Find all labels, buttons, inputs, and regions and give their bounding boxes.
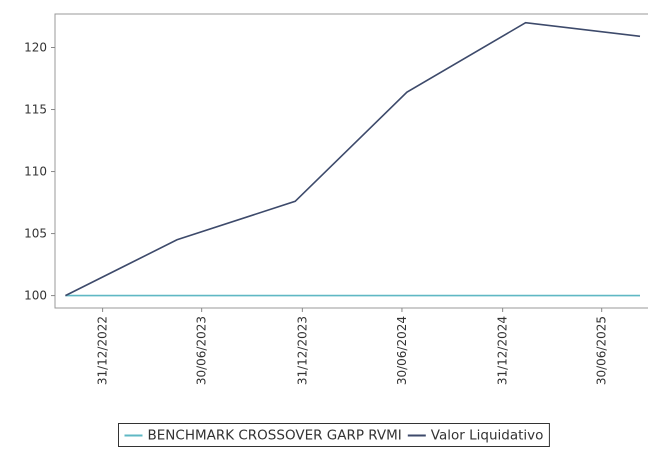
legend-box (118, 423, 550, 447)
y-tick-label: 105 (24, 227, 47, 241)
x-tick-label: 31/12/2024 (496, 316, 510, 385)
x-tick-label: 30/06/2025 (595, 316, 609, 385)
y-tick-label: 120 (24, 40, 47, 54)
y-tick-label: 110 (24, 165, 47, 179)
x-tick-label: 30/06/2023 (195, 316, 209, 385)
y-tick-label: 115 (24, 103, 47, 117)
legend-label: BENCHMARK CROSSOVER GARP RVMI (148, 428, 402, 444)
x-tick-label: 31/12/2022 (96, 316, 110, 385)
series-line (65, 21, 641, 297)
legend-label: Valor Liquidativo (431, 428, 544, 444)
legend: BENCHMARK CROSSOVER GARP RVMI Valor Liqui… (118, 423, 550, 447)
y-tick-label: 100 (24, 289, 47, 303)
plot-frame (54, 13, 648, 309)
x-tick-label: 31/12/2023 (295, 316, 309, 385)
x-tick-label: 30/06/2024 (395, 316, 409, 385)
